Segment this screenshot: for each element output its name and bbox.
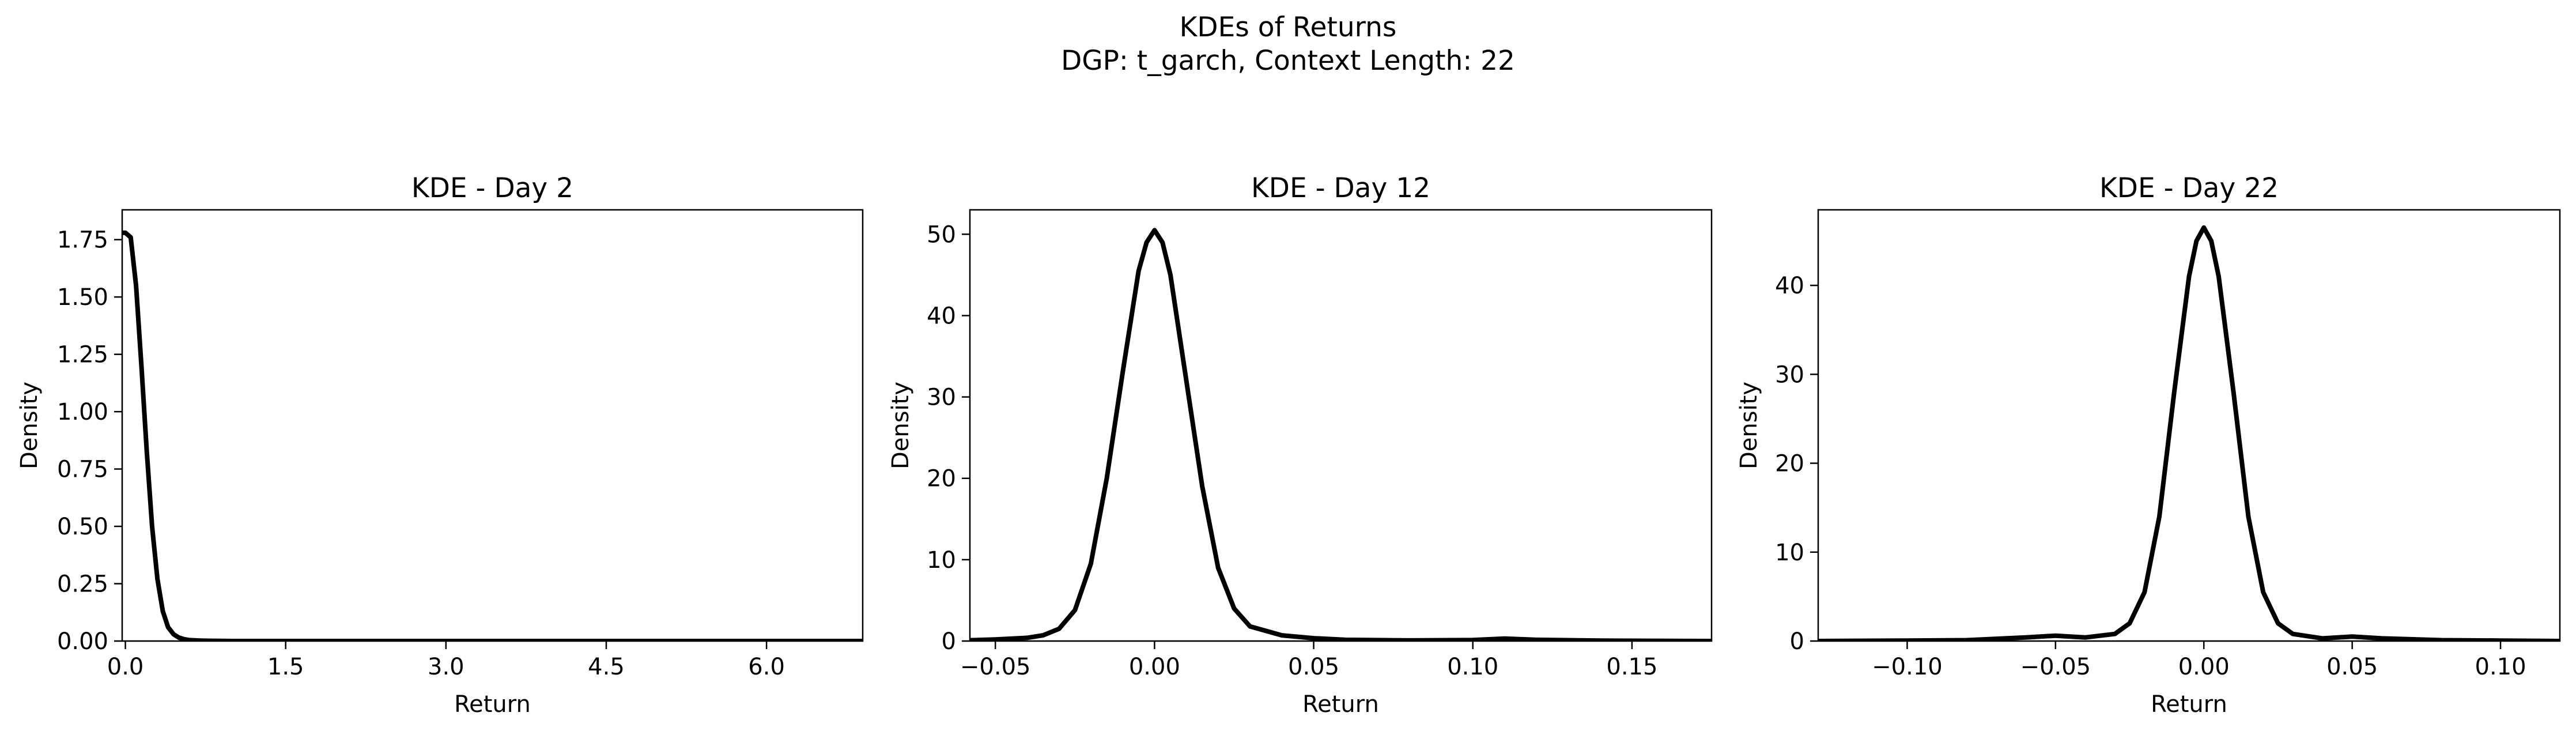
suptitle-line-1: KDEs of Returns (1180, 12, 1397, 43)
subplot-title: KDE - Day 12 (1251, 172, 1430, 204)
axes-frame (1817, 209, 2561, 642)
y-tick-label: 0 (1790, 628, 1804, 655)
y-axis-label: Density (887, 382, 914, 469)
subplots: 0.0 1.5 3.0 4.5 6.0 0.00 0.25 0.50 0.75 1.00 1.25 1… (16, 172, 2561, 718)
x-tick-label: 4.5 (588, 654, 625, 680)
y-tick-label: 20 (927, 466, 956, 492)
subplot-title: KDE - Day 2 (411, 172, 573, 204)
x-tick-label: 0.0 (107, 654, 144, 680)
x-axis-label: Return (1302, 691, 1379, 718)
y-tick-label: 0.75 (57, 457, 108, 483)
y-tick-label: 1.50 (57, 284, 108, 311)
y-tick-label: 1.00 (57, 399, 108, 425)
axes-frame (121, 209, 864, 642)
y-tick-label: 40 (927, 303, 956, 329)
y-tick-label: 30 (1775, 361, 1804, 388)
x-tick-label: −0.05 (2020, 654, 2091, 680)
y-tick-label: 0 (942, 628, 956, 655)
x-axis-label: Return (454, 691, 531, 718)
x-tick-label: 3.0 (428, 654, 464, 680)
x-tick-label: 1.5 (267, 654, 304, 680)
y-tick-label: 30 (927, 385, 956, 411)
x-axis-label: Return (2151, 691, 2227, 718)
y-tick-label: 40 (1775, 273, 1804, 299)
x-tick-label: 0.15 (1606, 654, 1657, 680)
y-tick-label: 1.25 (57, 342, 108, 368)
y-tick-label: 1.75 (57, 227, 108, 254)
subplot-2: −0.05 0.00 0.05 0.10 0.15 0 10 20 30 40 50 KDE - Da… (887, 172, 1713, 718)
x-tick-label: 0.10 (2475, 654, 2526, 680)
subplot-3: −0.10 −0.05 0.00 0.05 0.10 0 10 20 30 40 KDE - Day… (1736, 172, 2561, 718)
subplot-title: KDE - Day 22 (2099, 172, 2279, 204)
kde-line (122, 230, 863, 641)
x-tick-label: 0.00 (2178, 654, 2230, 680)
axes-frame (969, 209, 1713, 642)
y-tick-label: 20 (1775, 451, 1804, 477)
subplot-1: 0.0 1.5 3.0 4.5 6.0 0.00 0.25 0.50 0.75 1.00 1.25 1… (16, 172, 864, 718)
y-tick-label: 0.50 (57, 514, 108, 540)
y-axis-label: Density (1736, 382, 1762, 469)
y-axis-label: Density (16, 382, 43, 469)
x-tick-label: 0.05 (1288, 654, 1339, 680)
y-tick-label: 50 (927, 221, 956, 248)
x-tick-label: −0.05 (960, 654, 1031, 680)
y-tick-label: 10 (1775, 540, 1804, 566)
x-tick-label: 0.05 (2326, 654, 2378, 680)
x-tick-label: 6.0 (748, 654, 785, 680)
y-tick-label: 10 (927, 547, 956, 574)
suptitle-line-2: DGP: t_garch, Context Length: 22 (1061, 45, 1515, 77)
kde-line (1818, 225, 2560, 641)
y-tick-label: 0.00 (57, 628, 108, 655)
y-tick-label: 0.25 (57, 571, 108, 598)
x-tick-label: −0.10 (1872, 654, 1943, 680)
x-tick-label: 0.10 (1447, 654, 1498, 680)
x-tick-label: 0.00 (1129, 654, 1180, 680)
kde-line (970, 228, 1712, 641)
